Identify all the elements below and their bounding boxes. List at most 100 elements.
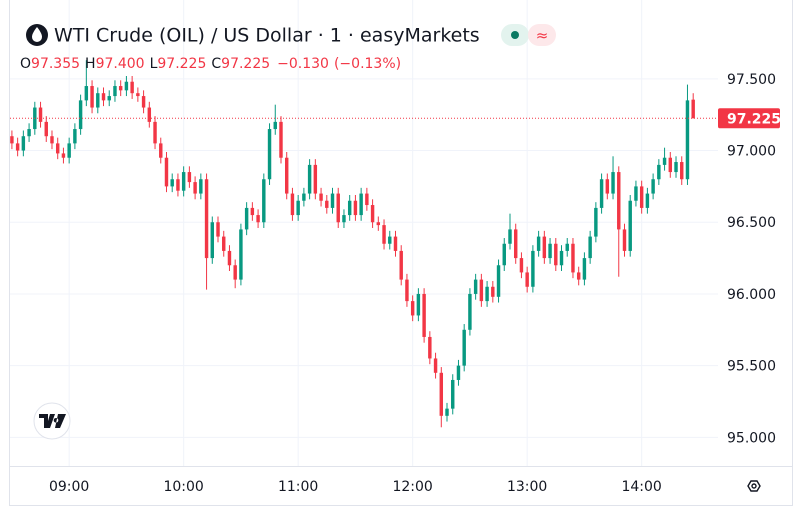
candle-body [422, 293, 426, 337]
candle-body [15, 143, 20, 151]
candle-body [216, 222, 220, 237]
candle-body [445, 408, 449, 416]
candle-body [342, 215, 346, 223]
candle-body [250, 207, 255, 216]
candle-body [279, 121, 283, 158]
candle-body [393, 236, 398, 251]
chart-title[interactable]: WTI Crude (OIL) / US Dollar · 1 · easyMa… [54, 25, 480, 47]
candle-body [319, 193, 323, 201]
candle-body [347, 200, 352, 216]
candle-body [262, 179, 266, 223]
candle-body [451, 379, 455, 409]
settings-icon[interactable] [747, 480, 761, 492]
candle-body [548, 243, 552, 259]
candle-body [462, 329, 466, 366]
candle-body [582, 258, 587, 280]
candle-body [113, 86, 117, 97]
x-tick-label: 11:00 [278, 479, 318, 495]
x-tick-label: 14:00 [621, 479, 661, 495]
candle-body [313, 164, 318, 194]
candle-body [353, 200, 358, 216]
candle-body [124, 81, 129, 91]
legend-value: 97.400 [96, 56, 145, 72]
candle-body [508, 229, 512, 244]
candles [10, 60, 695, 428]
candle-body [153, 121, 157, 144]
candle-body [657, 164, 661, 180]
candle-body [536, 236, 541, 251]
candle-body [210, 222, 215, 259]
legend-value: 97.355 [31, 56, 80, 72]
candle-body [370, 205, 375, 223]
candle-body [44, 121, 48, 137]
candle-body [136, 93, 140, 97]
candle-body [38, 107, 43, 122]
candle-body [542, 236, 547, 259]
candle-body [685, 100, 690, 180]
candle-body [439, 372, 444, 416]
candle-body [428, 336, 432, 359]
candle-body [164, 157, 169, 187]
candle-body [10, 136, 14, 144]
axes: 95.000 95.500 96.000 96.500 97.000 97.500 09:0… [10, 72, 781, 495]
candle-body [222, 236, 226, 251]
candle-body [290, 193, 295, 216]
candle-body [90, 86, 94, 108]
candle-body [571, 243, 575, 273]
candle-body [284, 157, 289, 194]
candle-body [416, 293, 421, 316]
candle-body [645, 193, 650, 208]
candle-body [634, 186, 638, 201]
candle-body [691, 99, 695, 119]
y-tick-label: 96.000 [727, 287, 776, 303]
candle-body [491, 286, 495, 297]
legend-value: 97.225 [221, 56, 270, 72]
candle-body [130, 81, 134, 94]
candle-body [468, 293, 472, 330]
candle-body [376, 222, 381, 226]
candle-body [193, 182, 197, 194]
delay-badge-label: ≈ [536, 27, 549, 45]
candle-body [622, 229, 627, 251]
candle-body [204, 179, 209, 259]
legend-label: L [150, 56, 158, 72]
candle-body [50, 136, 54, 144]
candle-body [513, 229, 518, 259]
candle-body [67, 143, 71, 158]
candle-body [576, 272, 581, 280]
candle-body [680, 162, 684, 180]
y-tick-label: 96.500 [727, 215, 776, 231]
candle-body [388, 236, 392, 244]
candle-body [611, 172, 615, 194]
candle-body [365, 193, 369, 206]
candle-body [27, 129, 31, 137]
candle-body [181, 172, 186, 191]
candle-body [296, 200, 300, 216]
candle-body [639, 186, 644, 208]
y-tick-label: 97.000 [727, 144, 776, 160]
candle-body [662, 157, 667, 165]
candle-body [525, 272, 529, 287]
last-price-label: 97.225 [727, 111, 781, 127]
candle-body [227, 250, 232, 266]
legend-label: O [20, 56, 31, 72]
candle-body [199, 179, 203, 194]
candle-body [588, 236, 592, 259]
candle-body [118, 86, 123, 91]
candle-body [336, 193, 340, 223]
candle-body [605, 179, 610, 194]
candle-body [519, 258, 524, 273]
ohlc-legend: O97.355 H97.400 L97.225 C97.225 −0.130 (−0.13… [20, 56, 401, 72]
candle-body [101, 93, 106, 101]
candle-body [599, 179, 604, 208]
last-price-box [718, 108, 780, 129]
candle-body [73, 129, 77, 144]
candle-body [594, 207, 598, 237]
candle-body [307, 164, 312, 194]
candle-body [651, 179, 655, 194]
delay-badge[interactable] [528, 24, 556, 46]
legend-label: H [85, 56, 96, 72]
candle-body [456, 365, 461, 380]
